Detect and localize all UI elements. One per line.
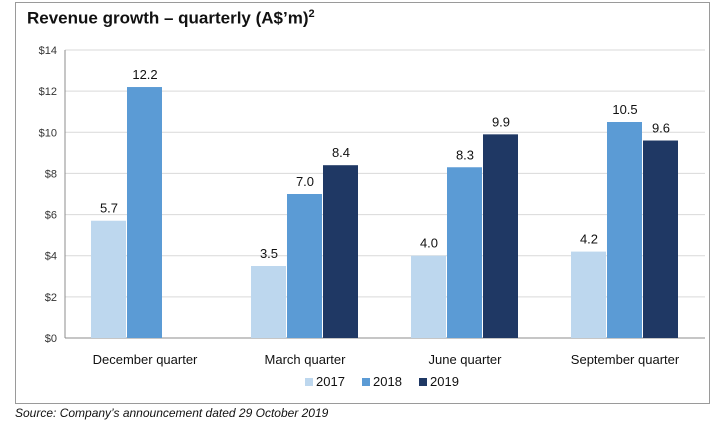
bar [323,165,358,338]
bar [643,140,678,338]
data-label: 7.0 [296,174,314,189]
chart-title-footnote: 2 [308,8,315,20]
data-label: 4.0 [420,236,438,251]
chart-frame [15,2,710,404]
chart-title: Revenue growth – quarterly (A$’m)2 [27,8,315,29]
bar [91,220,126,338]
y-tick-label: $2 [45,292,57,304]
x-category-label: December quarter [93,352,198,367]
data-label: 10.5 [612,102,637,117]
bar [287,194,322,338]
data-label: 3.5 [260,246,278,261]
bar [607,122,642,338]
y-tick-label: $12 [39,86,57,98]
data-label: 4.2 [580,232,598,247]
x-category-label: September quarter [571,352,680,367]
chart-title-text: Revenue growth – quarterly (A$’m) [27,8,309,28]
data-label: 5.7 [100,201,118,216]
y-tick-label: $4 [45,251,57,263]
source-note: Source: Company’s announcement dated 29 … [15,406,329,420]
bar [571,251,606,338]
bar [483,134,518,338]
y-tick-label: $14 [39,45,57,57]
y-tick-label: $8 [45,168,57,180]
data-label: 8.3 [456,147,474,162]
y-tick-label: $10 [39,127,57,139]
legend-label: 2019 [430,374,459,389]
x-category-label: June quarter [429,352,503,367]
bar [251,266,286,338]
y-tick-label: $0 [45,333,57,345]
legend-label: 2017 [316,374,345,389]
legend-swatch [362,378,370,386]
legend-label: 2018 [373,374,402,389]
data-label: 12.2 [132,67,157,82]
legend-swatch [419,378,427,386]
bar [411,255,446,338]
data-label: 8.4 [332,145,350,160]
bar [127,87,162,339]
x-category-label: March quarter [265,352,347,367]
y-tick-label: $6 [45,210,57,222]
legend-swatch [305,378,313,386]
data-label: 9.6 [652,121,670,136]
data-label: 9.9 [492,114,510,129]
bar [447,167,482,338]
